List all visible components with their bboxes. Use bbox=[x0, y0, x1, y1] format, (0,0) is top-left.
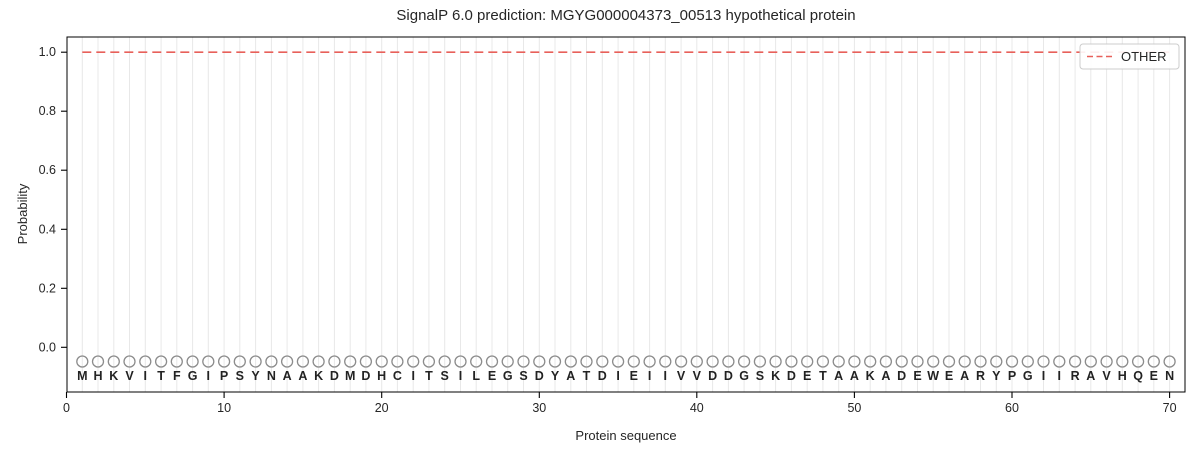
svg-text:G: G bbox=[188, 369, 198, 383]
svg-text:I: I bbox=[664, 369, 667, 383]
svg-text:E: E bbox=[913, 369, 921, 383]
svg-text:K: K bbox=[109, 369, 118, 383]
svg-text:30: 30 bbox=[532, 401, 546, 415]
svg-text:V: V bbox=[677, 369, 686, 383]
svg-text:H: H bbox=[93, 369, 102, 383]
svg-text:E: E bbox=[488, 369, 496, 383]
svg-text:V: V bbox=[1102, 369, 1111, 383]
svg-text:0.6: 0.6 bbox=[39, 163, 56, 177]
svg-text:D: D bbox=[708, 369, 717, 383]
svg-text:R: R bbox=[976, 369, 985, 383]
svg-text:E: E bbox=[803, 369, 811, 383]
svg-text:A: A bbox=[283, 369, 292, 383]
svg-text:T: T bbox=[819, 369, 827, 383]
svg-text:0.2: 0.2 bbox=[39, 281, 56, 295]
svg-text:N: N bbox=[1165, 369, 1174, 383]
svg-text:H: H bbox=[377, 369, 386, 383]
svg-text:V: V bbox=[125, 369, 134, 383]
svg-text:Q: Q bbox=[1133, 369, 1143, 383]
svg-text:D: D bbox=[535, 369, 544, 383]
svg-text:G: G bbox=[503, 369, 513, 383]
svg-text:I: I bbox=[616, 369, 619, 383]
svg-text:S: S bbox=[519, 369, 527, 383]
svg-text:G: G bbox=[1023, 369, 1033, 383]
svg-text:Probability: Probability bbox=[15, 183, 30, 244]
svg-text:D: D bbox=[598, 369, 607, 383]
svg-text:50: 50 bbox=[847, 401, 861, 415]
svg-text:V: V bbox=[693, 369, 702, 383]
svg-text:SignalP 6.0 prediction: MGYG00: SignalP 6.0 prediction: MGYG000004373_00… bbox=[396, 7, 855, 24]
svg-text:Y: Y bbox=[551, 369, 560, 383]
svg-text:I: I bbox=[459, 369, 462, 383]
svg-text:E: E bbox=[630, 369, 638, 383]
svg-text:M: M bbox=[77, 369, 87, 383]
svg-text:A: A bbox=[881, 369, 890, 383]
svg-text:I: I bbox=[144, 369, 147, 383]
svg-text:0: 0 bbox=[63, 401, 70, 415]
svg-text:0.8: 0.8 bbox=[39, 104, 56, 118]
svg-text:P: P bbox=[220, 369, 228, 383]
svg-text:S: S bbox=[756, 369, 764, 383]
svg-text:F: F bbox=[173, 369, 181, 383]
svg-text:W: W bbox=[927, 369, 939, 383]
svg-text:0.4: 0.4 bbox=[39, 222, 56, 236]
svg-text:T: T bbox=[425, 369, 433, 383]
svg-text:M: M bbox=[345, 369, 355, 383]
svg-text:D: D bbox=[787, 369, 796, 383]
svg-text:A: A bbox=[960, 369, 969, 383]
svg-text:1.0: 1.0 bbox=[39, 45, 56, 59]
svg-text:R: R bbox=[1071, 369, 1080, 383]
svg-text:I: I bbox=[1058, 369, 1061, 383]
svg-text:D: D bbox=[897, 369, 906, 383]
svg-text:P: P bbox=[1008, 369, 1016, 383]
svg-text:H: H bbox=[1118, 369, 1127, 383]
svg-text:0.0: 0.0 bbox=[39, 340, 56, 354]
svg-text:A: A bbox=[298, 369, 307, 383]
svg-text:D: D bbox=[724, 369, 733, 383]
svg-text:20: 20 bbox=[375, 401, 389, 415]
svg-text:K: K bbox=[771, 369, 780, 383]
svg-text:L: L bbox=[472, 369, 480, 383]
svg-text:A: A bbox=[850, 369, 859, 383]
svg-text:E: E bbox=[1150, 369, 1158, 383]
svg-text:T: T bbox=[157, 369, 165, 383]
svg-text:K: K bbox=[866, 369, 875, 383]
svg-text:A: A bbox=[1086, 369, 1095, 383]
svg-text:Y: Y bbox=[992, 369, 1001, 383]
svg-text:Protein sequence: Protein sequence bbox=[575, 428, 676, 443]
svg-text:D: D bbox=[330, 369, 339, 383]
svg-text:I: I bbox=[648, 369, 651, 383]
svg-text:N: N bbox=[267, 369, 276, 383]
svg-text:I: I bbox=[1042, 369, 1045, 383]
svg-text:60: 60 bbox=[1005, 401, 1019, 415]
svg-text:40: 40 bbox=[690, 401, 704, 415]
svg-text:C: C bbox=[393, 369, 402, 383]
svg-text:S: S bbox=[441, 369, 449, 383]
svg-text:70: 70 bbox=[1163, 401, 1177, 415]
svg-text:10: 10 bbox=[217, 401, 231, 415]
svg-text:D: D bbox=[361, 369, 370, 383]
svg-text:K: K bbox=[314, 369, 323, 383]
svg-text:I: I bbox=[207, 369, 210, 383]
svg-text:G: G bbox=[739, 369, 749, 383]
svg-text:E: E bbox=[945, 369, 953, 383]
svg-text:I: I bbox=[411, 369, 414, 383]
svg-text:S: S bbox=[236, 369, 244, 383]
svg-text:A: A bbox=[566, 369, 575, 383]
svg-text:A: A bbox=[834, 369, 843, 383]
svg-text:T: T bbox=[583, 369, 591, 383]
svg-text:Y: Y bbox=[251, 369, 260, 383]
svg-text:OTHER: OTHER bbox=[1121, 49, 1167, 64]
